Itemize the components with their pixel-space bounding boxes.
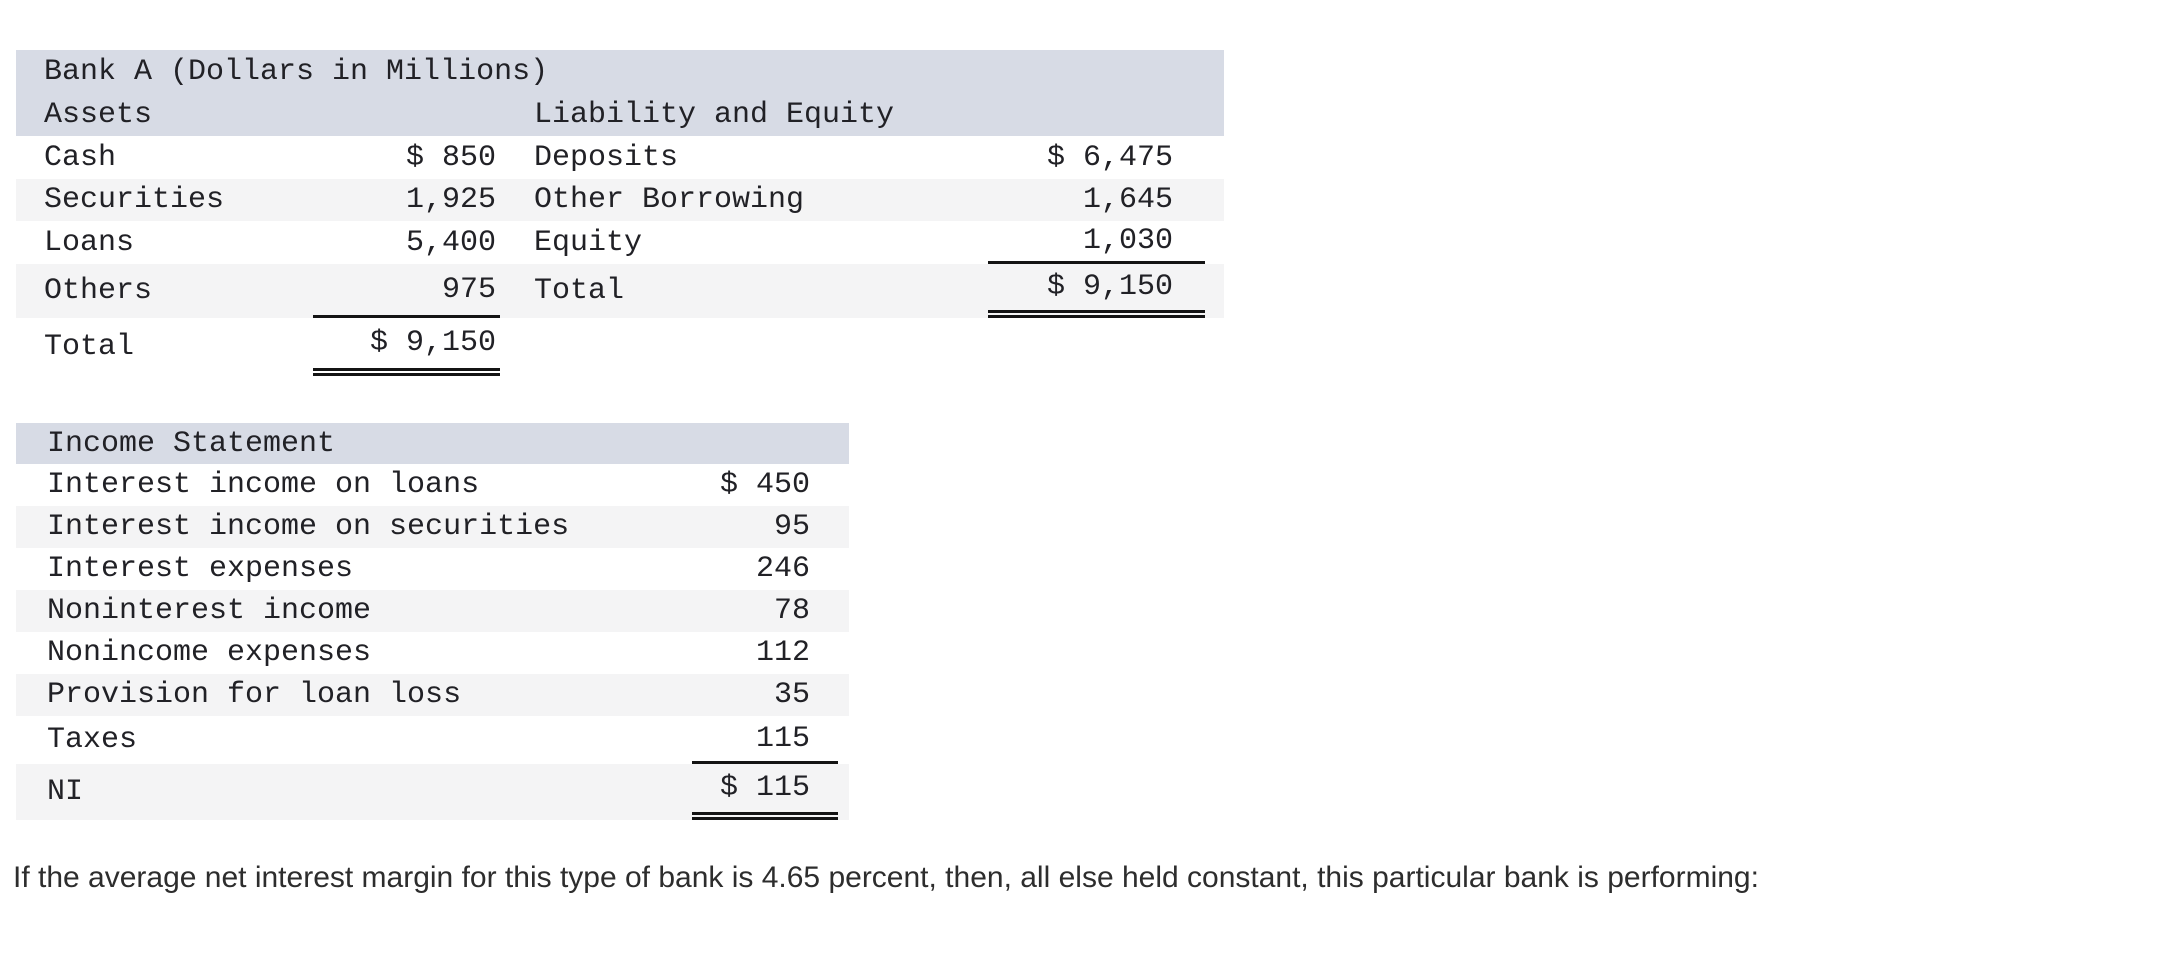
liability-total-value: $ 9,150 <box>988 264 1205 318</box>
table-row: Cash $ 850 Deposits $ 6,475 <box>16 136 1224 179</box>
income-item-label: Noninterest income <box>47 594 372 628</box>
assets-column-header: Assets <box>44 97 153 132</box>
asset-value: $ 850 <box>405 140 496 175</box>
liability-total-label: Total <box>534 274 625 308</box>
income-item-value: 78 <box>773 594 810 628</box>
income-item-value: 246 <box>755 552 810 586</box>
liability-label: Equity <box>534 225 643 260</box>
liability-label: Deposits <box>534 140 679 175</box>
liability-value: 1,645 <box>1082 183 1173 217</box>
income-item-label: Provision for loan loss <box>47 678 462 712</box>
income-statement-title: Income Statement <box>16 423 849 464</box>
asset-label: Cash <box>44 140 117 175</box>
net-income-label: NI <box>47 775 84 809</box>
balance-sheet-title: Bank A (Dollars in Millions) <box>44 54 549 89</box>
asset-label: Securities <box>44 183 225 217</box>
table-row: Taxes 115 <box>16 716 849 764</box>
table-row: Loans 5,400 Equity 1,030 <box>16 221 1224 264</box>
income-item-value: 115 <box>692 716 838 764</box>
asset-label: Others <box>44 274 153 308</box>
balance-sheet-table: Bank A (Dollars in Millions) Assets Liab… <box>16 50 1224 376</box>
question-text: If the average net interest margin for t… <box>13 861 1759 894</box>
table-row: NI $ 115 <box>16 764 849 820</box>
net-income-value: $ 115 <box>692 764 838 820</box>
table-row: Interest income on loans $ 450 <box>16 464 849 506</box>
table-row: Nonincome expenses 112 <box>16 632 849 674</box>
asset-total-label: Total <box>44 330 135 364</box>
income-item-value: $ 450 <box>719 468 810 502</box>
income-item-label: Interest expenses <box>47 552 354 586</box>
asset-label: Loans <box>44 225 135 260</box>
income-item-label: Nonincome expenses <box>47 636 372 670</box>
income-item-value: 95 <box>773 510 810 544</box>
asset-value: 975 <box>313 264 500 318</box>
table-row: Noninterest income 78 <box>16 590 849 632</box>
table-row: Provision for loan loss 35 <box>16 674 849 716</box>
table-row: Interest income on securities 95 <box>16 506 849 548</box>
asset-value: 5,400 <box>405 225 496 260</box>
income-statement-table: Income Statement Interest income on loan… <box>16 423 849 820</box>
liability-value: $ 6,475 <box>1046 140 1173 175</box>
income-item-value: 112 <box>755 636 810 670</box>
liability-equity-column-header: Liability and Equity <box>534 97 895 132</box>
income-item-label: Interest income on loans <box>47 468 480 502</box>
income-item-value: 35 <box>773 678 810 712</box>
income-item-label: Taxes <box>47 723 138 757</box>
balance-sheet-header: Bank A (Dollars in Millions) Assets Liab… <box>16 50 1224 136</box>
asset-total-value: $ 9,150 <box>313 318 500 376</box>
liability-value: 1,030 <box>988 221 1205 264</box>
asset-value: 1,925 <box>405 183 496 217</box>
table-row: Interest expenses 246 <box>16 548 849 590</box>
table-row: Others 975 Total $ 9,150 <box>16 264 1224 318</box>
table-row: Total $ 9,150 <box>16 318 1224 376</box>
income-item-label: Interest income on securities <box>47 510 570 544</box>
liability-label: Other Borrowing <box>534 183 805 217</box>
table-row: Securities 1,925 Other Borrowing 1,645 <box>16 179 1224 221</box>
